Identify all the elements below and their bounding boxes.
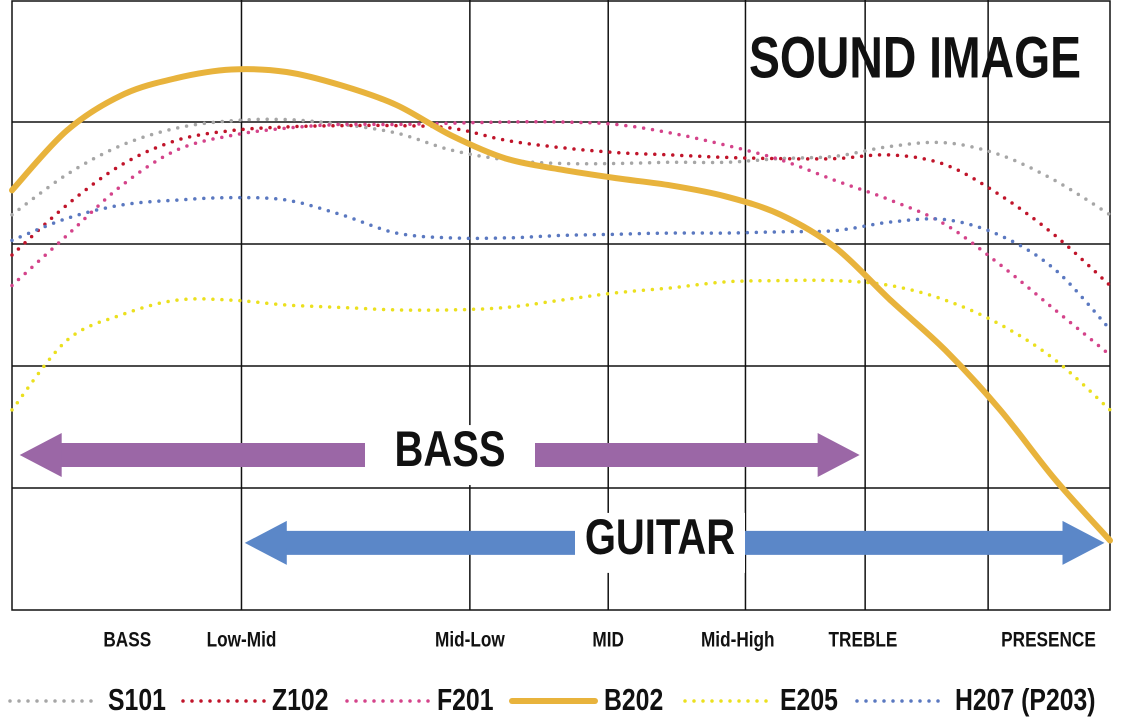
label-gap: [575, 512, 745, 573]
x-tick-label: TREBLE: [829, 629, 898, 652]
series-line: [10, 195, 1112, 332]
annotation-label: GUITAR: [585, 509, 735, 565]
legend-label: E205: [780, 683, 838, 717]
plot-frame: [11, 0, 1111, 611]
legend-label: F201: [437, 683, 494, 717]
legend-label: H207 (P203): [955, 683, 1096, 717]
x-tick-label: BASS: [103, 629, 151, 652]
x-tick-label: Mid-High: [701, 629, 775, 652]
legend-label: Z102: [272, 683, 329, 717]
arrow-head: [817, 433, 860, 478]
range-arrow: GUITAR: [244, 509, 1105, 573]
legend-label: S101: [108, 683, 166, 717]
arrow-head: [244, 520, 287, 565]
x-tick-label: PRESENCE: [1001, 629, 1096, 652]
x-tick-label: Low-Mid: [207, 629, 277, 652]
annotation-label: BASS: [394, 421, 505, 477]
series-line: [10, 117, 1112, 217]
series-line: [9, 66, 1113, 544]
x-tick-label: Mid-Low: [435, 629, 505, 652]
chart-title: SOUND IMAGE: [749, 25, 1081, 90]
series-line: [10, 278, 1112, 412]
x-tick-label: MID: [592, 629, 624, 652]
label-gap: [365, 425, 535, 486]
arrow-head: [1062, 520, 1105, 565]
series-line: [10, 120, 1112, 357]
arrow-head: [19, 433, 62, 478]
range-arrow: BASS: [19, 421, 860, 486]
legend-label: B202: [604, 683, 663, 717]
series-line: [10, 123, 1112, 288]
